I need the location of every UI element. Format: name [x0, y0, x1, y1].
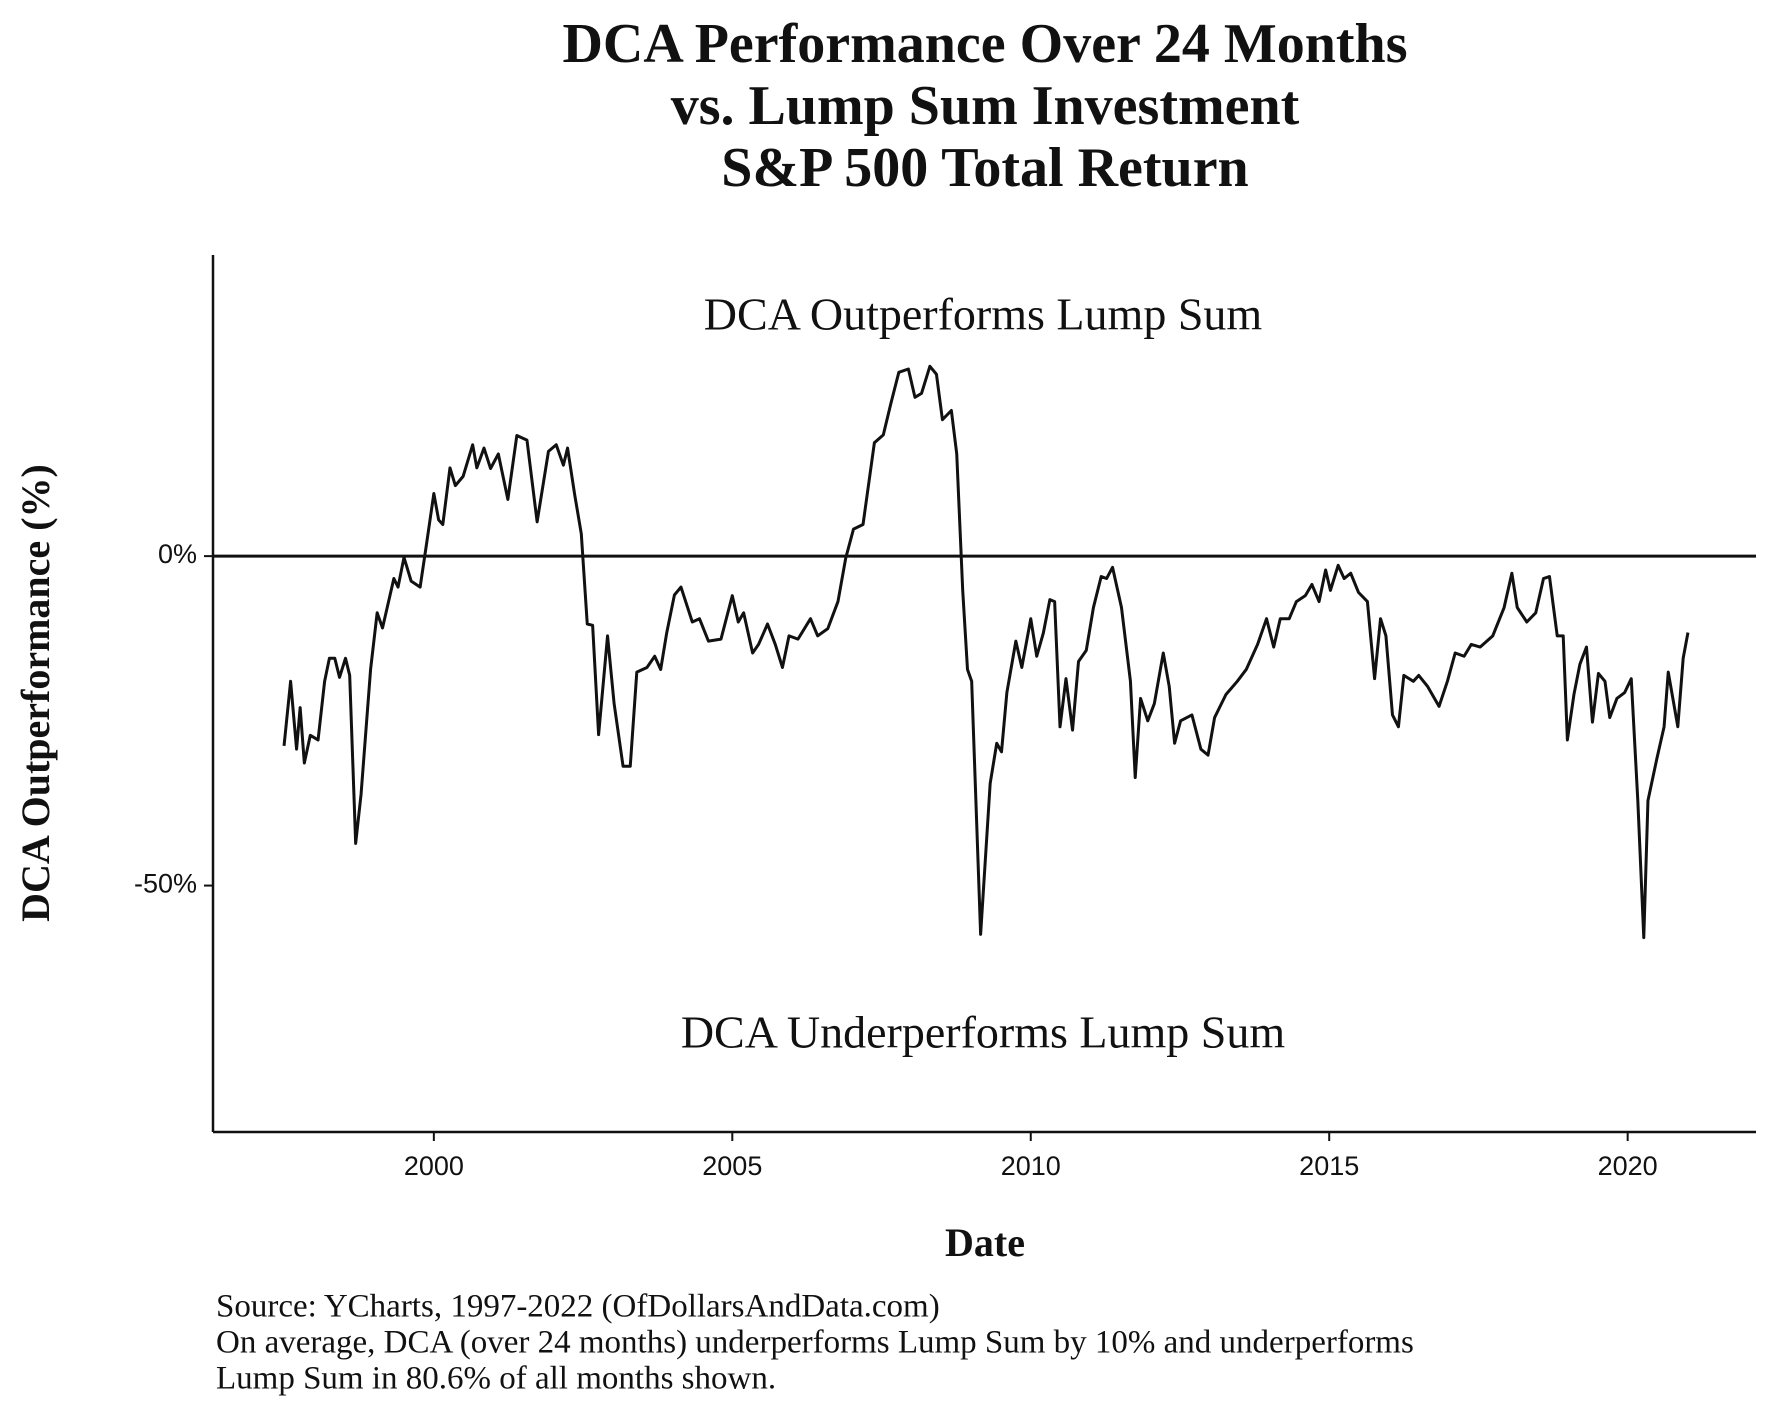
- x-axis-label: Date: [945, 1220, 1025, 1265]
- x-tick-label: 2020: [1598, 1151, 1658, 1181]
- x-tick-label: 2010: [1001, 1151, 1061, 1181]
- x-tick-label: 2015: [1299, 1151, 1359, 1181]
- x-tick-label: 2005: [702, 1151, 762, 1181]
- caption: On average, DCA (over 24 months) underpe…: [216, 1325, 1414, 1361]
- x-tick-label: 2000: [404, 1151, 464, 1181]
- y-axis-label: DCA Outperformance (%): [13, 464, 58, 922]
- data-line: [282, 364, 1690, 940]
- caption: Source: YCharts, 1997-2022 (OfDollarsAnd…: [216, 1289, 940, 1325]
- chart-title: S&P 500 Total Return: [721, 137, 1248, 199]
- y-tick-label: 0%: [158, 539, 197, 569]
- chart-title: vs. Lump Sum Investment: [671, 75, 1300, 137]
- annotation: DCA Outperforms Lump Sum: [704, 288, 1263, 339]
- caption: Lump Sum in 80.6% of all months shown.: [216, 1361, 776, 1397]
- y-tick-label: -50%: [134, 869, 197, 899]
- annotation: DCA Underperforms Lump Sum: [681, 1007, 1286, 1058]
- chart-title: DCA Performance Over 24 Months: [562, 13, 1407, 75]
